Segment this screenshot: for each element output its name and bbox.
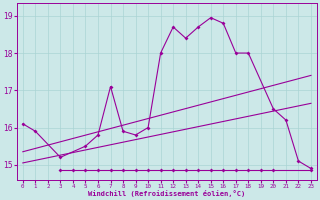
X-axis label: Windchill (Refroidissement éolien,°C): Windchill (Refroidissement éolien,°C) xyxy=(88,190,245,197)
